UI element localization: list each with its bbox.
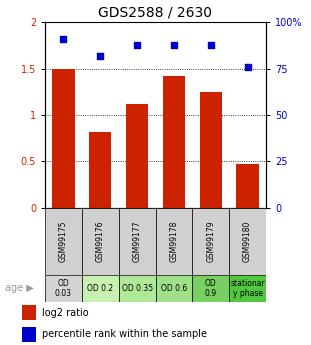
Bar xyxy=(229,275,266,302)
Text: GSM99177: GSM99177 xyxy=(132,220,142,262)
Point xyxy=(61,36,66,42)
Text: age ▶: age ▶ xyxy=(5,284,33,293)
Text: GDS2588 / 2630: GDS2588 / 2630 xyxy=(99,5,212,19)
Text: GSM99180: GSM99180 xyxy=(243,221,252,262)
Bar xyxy=(45,275,82,302)
Text: percentile rank within the sample: percentile rank within the sample xyxy=(42,329,207,339)
Text: GSM99178: GSM99178 xyxy=(169,221,179,262)
Bar xyxy=(126,104,148,208)
Bar xyxy=(163,76,185,208)
Text: OD
0.03: OD 0.03 xyxy=(55,279,72,298)
Bar xyxy=(53,69,75,208)
Point xyxy=(245,64,250,70)
Bar xyxy=(119,208,156,275)
Bar xyxy=(236,164,258,208)
Text: GSM99176: GSM99176 xyxy=(96,220,105,262)
Text: stationar
y phase: stationar y phase xyxy=(230,279,265,298)
Bar xyxy=(156,208,192,275)
Bar xyxy=(192,275,229,302)
Bar xyxy=(229,208,266,275)
Point xyxy=(135,42,140,47)
Bar xyxy=(156,275,192,302)
Text: OD 0.35: OD 0.35 xyxy=(122,284,153,293)
Bar xyxy=(22,327,36,342)
Bar xyxy=(119,275,156,302)
Text: GSM99175: GSM99175 xyxy=(59,220,68,262)
Point xyxy=(208,42,213,47)
Bar xyxy=(22,305,36,320)
Text: OD
0.9: OD 0.9 xyxy=(205,279,217,298)
Text: GSM99179: GSM99179 xyxy=(206,220,215,262)
Bar xyxy=(45,208,82,275)
Bar xyxy=(82,275,119,302)
Bar xyxy=(192,208,229,275)
Bar xyxy=(89,132,111,208)
Bar xyxy=(82,208,119,275)
Text: OD 0.6: OD 0.6 xyxy=(161,284,187,293)
Point xyxy=(171,42,176,47)
Text: OD 0.2: OD 0.2 xyxy=(87,284,114,293)
Bar xyxy=(200,92,222,208)
Text: log2 ratio: log2 ratio xyxy=(42,308,89,318)
Point xyxy=(98,53,103,59)
